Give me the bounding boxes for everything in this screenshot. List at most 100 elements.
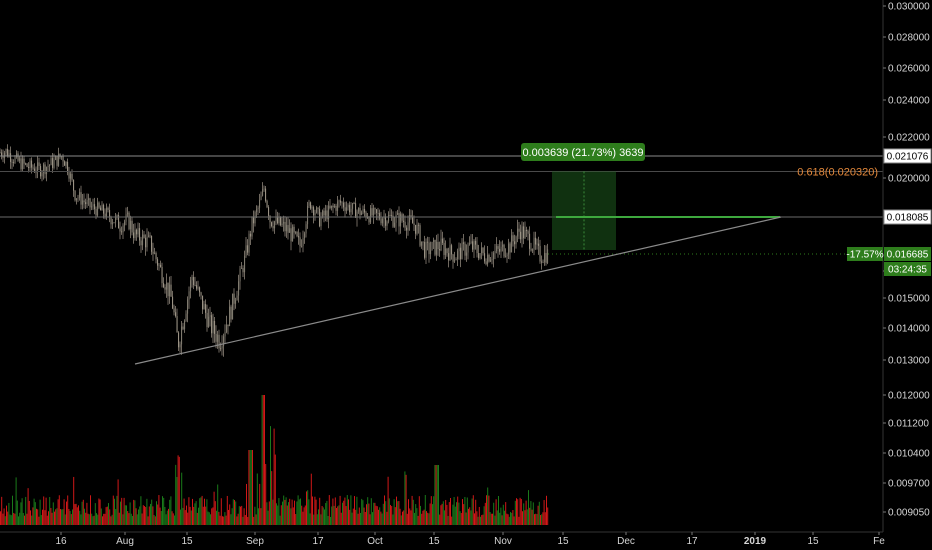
candle-body <box>406 227 408 231</box>
volume-bar <box>45 497 47 525</box>
volume-bar <box>506 513 508 525</box>
volume-bar <box>241 505 243 525</box>
candle-body <box>386 221 388 226</box>
candle-body <box>373 208 375 216</box>
volume-bar <box>291 499 293 525</box>
volume-bar <box>220 498 222 525</box>
candle-body <box>245 245 247 256</box>
candle-body <box>139 228 141 241</box>
volume-bar <box>195 501 197 525</box>
volume-bar <box>92 516 94 525</box>
candle-body <box>77 197 79 199</box>
volume-bar <box>348 499 349 525</box>
volume-bar <box>315 499 317 525</box>
volume-bar <box>223 516 225 525</box>
candle-body <box>341 202 343 204</box>
volume-bar <box>12 495 13 525</box>
candle-body <box>511 235 513 253</box>
volume-bar <box>301 505 303 525</box>
volume-bar <box>370 498 372 525</box>
volume-bar <box>303 507 305 525</box>
target-price-badge: 0.018085 <box>883 209 932 225</box>
volume-bar <box>404 471 406 525</box>
volume-bar <box>15 477 17 525</box>
measure-box[interactable] <box>552 171 616 250</box>
volume-bar <box>127 511 129 525</box>
volume-bar <box>486 495 487 525</box>
volume-bar <box>97 514 99 525</box>
volume-bar <box>505 502 507 525</box>
volume-bar <box>148 506 150 525</box>
candle-body <box>350 208 352 213</box>
ascending-trendline[interactable] <box>134 216 782 365</box>
volume-bar <box>135 508 137 525</box>
volume-bar <box>385 501 387 525</box>
volume-bar <box>128 513 130 525</box>
volume-bar <box>392 514 394 525</box>
volume-bar <box>80 514 82 525</box>
volume-bar <box>493 502 495 525</box>
candle-body <box>23 158 25 164</box>
volume-bar <box>466 497 468 525</box>
candle-body <box>428 242 430 255</box>
volume-bar <box>295 514 297 525</box>
candle-body <box>169 284 171 297</box>
volume-bar <box>157 504 159 525</box>
volume-bar <box>8 502 10 525</box>
volume-bar <box>489 511 491 525</box>
volume-bar <box>231 508 233 525</box>
volume-bar <box>372 512 373 525</box>
volume-bar <box>271 471 273 525</box>
volume-bar <box>189 506 191 525</box>
volume-bar <box>452 504 454 525</box>
candle-body <box>44 164 46 175</box>
volume-bar <box>474 513 475 525</box>
candle-body <box>461 242 463 260</box>
volume-bar <box>546 495 547 525</box>
candle-body <box>412 217 414 224</box>
volume-bar <box>318 509 319 525</box>
candle-body <box>382 218 384 224</box>
candle-body <box>547 249 549 263</box>
candle-body <box>37 162 39 173</box>
volume-bar <box>544 512 546 525</box>
volume-bar <box>409 508 411 525</box>
candle-body <box>173 308 175 313</box>
volume-bar <box>235 501 237 525</box>
volume-bar <box>319 497 321 525</box>
candle-body <box>55 156 57 160</box>
volume-bar <box>120 501 121 525</box>
volume-bar <box>142 505 144 525</box>
volume-bar <box>357 513 359 525</box>
volume-bar <box>432 504 433 525</box>
volume-bar <box>498 495 499 525</box>
price-tick-label: 0.009700 <box>888 479 930 490</box>
volume-bar <box>207 511 209 525</box>
candle-body <box>302 238 304 247</box>
volume-bar <box>112 495 114 525</box>
candle-body <box>92 204 94 207</box>
volume-bar <box>85 512 87 525</box>
candle-body <box>535 237 537 245</box>
candle-body <box>467 244 469 253</box>
candle-body <box>490 259 492 262</box>
price-tick-label: 0.010400 <box>888 449 930 460</box>
candle-body <box>26 163 28 167</box>
candle-body <box>157 259 159 266</box>
volume-bar <box>165 514 167 525</box>
candle-body <box>446 248 448 254</box>
candle-body <box>56 156 58 166</box>
candle-body <box>418 224 420 226</box>
price-tick-label: 0.022000 <box>888 133 930 144</box>
time-axis[interactable]: 16 Aug 15 Sep 17 Oct 15 Nov 15 Dec 17 2019 15 Fe <box>0 531 885 547</box>
volume-bar <box>202 506 204 525</box>
volume-bar <box>13 512 15 525</box>
volume-bar <box>412 499 414 525</box>
volume-bar <box>170 496 172 525</box>
volume-bar <box>450 498 451 525</box>
candle-body <box>335 205 337 211</box>
volume-bar <box>327 515 329 525</box>
volume-bar <box>434 465 436 525</box>
candle-body <box>515 236 517 245</box>
